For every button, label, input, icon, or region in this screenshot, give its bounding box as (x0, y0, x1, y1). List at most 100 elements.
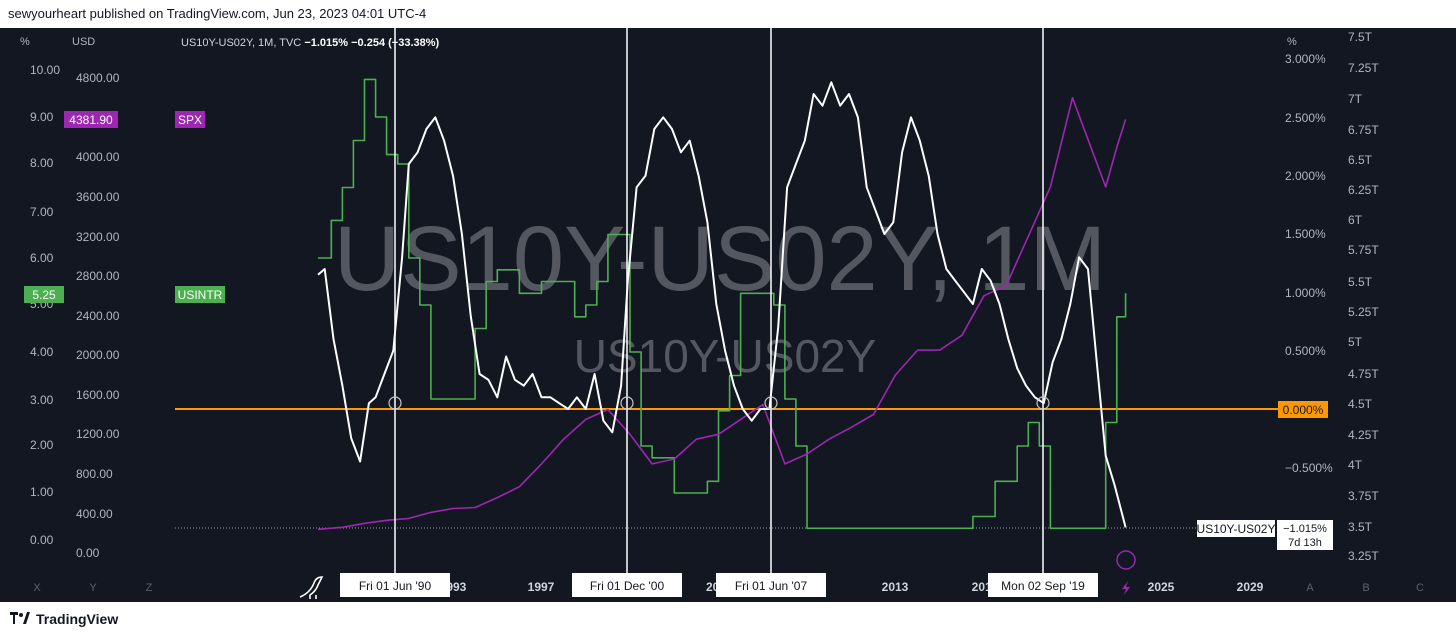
series-line-us10y-us02y (317, 81, 1127, 528)
right-pct-tick: 1.000% (1285, 286, 1326, 300)
published-by-header: sewyourheart published on TradingView.co… (0, 0, 1456, 28)
left-usd-tick: 2000.00 (76, 348, 120, 362)
left-rate-tick: 3.00 (30, 393, 54, 407)
axis-button-b[interactable]: B (1362, 582, 1369, 594)
usintr-label-badge: USINTR (178, 288, 223, 302)
axis-button-x[interactable]: X (33, 582, 41, 594)
axis-button-c[interactable]: C (1416, 582, 1424, 594)
left-rate-tick: 1.00 (30, 485, 54, 499)
far-right-tick: 4T (1348, 458, 1363, 472)
right-pct-tick: 2.000% (1285, 169, 1326, 183)
tradingview-logo-icon[interactable] (10, 611, 30, 627)
left-rate-tick: 10.00 (30, 63, 60, 77)
date-label: Mon 02 Sep '19 (1001, 579, 1085, 593)
left-rate-tick: 2.00 (30, 438, 54, 452)
left-usd-tick: 3200.00 (76, 230, 120, 244)
usintr-value-badge-box (24, 286, 64, 303)
far-right-tick: 6T (1348, 213, 1363, 227)
date-label-box (988, 573, 1098, 597)
last-symbol-badge-box (1197, 520, 1275, 537)
series-line-spx (317, 97, 1127, 531)
left-usd-tick: 4800.00 (76, 71, 120, 85)
far-right-tick: 3.75T (1348, 489, 1379, 503)
spx-value-badge: 4381.90 (69, 113, 113, 127)
left-usd-tick: 400.00 (76, 507, 113, 521)
right-pct-tick: 0.500% (1285, 344, 1326, 358)
far-right-tick: 4.5T (1348, 397, 1373, 411)
far-right-tick: 7.5T (1348, 30, 1373, 44)
left-usd-tick: 1600.00 (76, 388, 120, 402)
dinosaur-icon (299, 576, 324, 599)
lightning-bolt-icon (1122, 581, 1130, 595)
far-right-tick: 5.25T (1348, 305, 1379, 319)
far-right-tick: 5.5T (1348, 275, 1373, 289)
axis-button-y[interactable]: Y (89, 582, 97, 594)
spx-label-badge: SPX (178, 113, 202, 127)
watermark-large: US10Y-US02Y, 1M (334, 208, 1106, 310)
left-rate-unit: % (20, 36, 30, 48)
far-right-tick: 3.5T (1348, 520, 1373, 534)
far-right-tick: 5.75T (1348, 243, 1379, 257)
right-pct-tick: −0.500% (1285, 461, 1333, 475)
zero-badge-box (1278, 401, 1328, 418)
left-rate-tick: 0.00 (30, 533, 54, 547)
left-rate-tick: 6.00 (30, 251, 54, 265)
usintr-label-badge-box (175, 286, 225, 303)
watermark-small: US10Y-US02Y (574, 330, 877, 382)
left-usd-tick: 1200.00 (76, 427, 120, 441)
far-right-tick: 3.25T (1348, 549, 1379, 563)
left-usd-tick: 0.00 (76, 546, 100, 560)
right-pct-tick: 3.000% (1285, 52, 1326, 66)
date-label-box (716, 573, 826, 597)
axis-button-a[interactable]: A (1306, 582, 1314, 594)
far-right-tick: 5T (1348, 335, 1363, 349)
spx-label-badge-box (175, 111, 205, 128)
right-pct-tick: 2.500% (1285, 111, 1326, 125)
last-countdown-text: 7d 13h (1288, 537, 1322, 549)
far-right-tick: 6.75T (1348, 123, 1379, 137)
far-right-tick: 6.5T (1348, 153, 1373, 167)
x-tick: 2029 (1237, 580, 1264, 594)
far-right-tick: 6.25T (1348, 183, 1379, 197)
date-label-box (572, 573, 682, 597)
footer-brand: TradingView (36, 611, 119, 627)
left-rate-tick: 7.00 (30, 205, 54, 219)
date-label: Fri 01 Dec '00 (590, 579, 665, 593)
axis-button-z[interactable]: Z (146, 582, 153, 594)
x-tick: 2025 (1148, 580, 1175, 594)
right-pct-unit: % (1287, 36, 1297, 48)
crossing-marker (764, 396, 778, 410)
crossing-marker (620, 396, 634, 410)
chart[interactable]: US10Y-US02Y, 1M US10Y-US02Y% USD 10.00 9.00 8… (0, 28, 1456, 602)
lightning-icon (1116, 550, 1136, 570)
date-label-box (340, 573, 450, 597)
left-usd-tick: 3600.00 (76, 190, 120, 204)
far-right-tick: 4.25T (1348, 428, 1379, 442)
crossing-marker (1036, 396, 1050, 410)
left-usd-tick: 800.00 (76, 467, 113, 481)
zero-badge: 0.000% (1283, 403, 1324, 417)
last-value-box (1277, 520, 1333, 550)
right-pct-tick: 1.500% (1285, 227, 1326, 241)
left-usd-unit: USD (72, 36, 95, 48)
left-usd-tick: 4000.00 (76, 150, 120, 164)
last-value-text: −1.015% (1283, 523, 1327, 535)
footer: TradingView (0, 602, 1456, 636)
last-symbol-badge: US10Y-US02Y (1197, 522, 1276, 536)
left-rate-tick: 8.00 (30, 156, 54, 170)
far-right-tick: 7T (1348, 92, 1363, 106)
far-right-tick: 4.75T (1348, 367, 1379, 381)
far-right-tick: 7.25T (1348, 61, 1379, 75)
date-label: Fri 01 Jun '07 (735, 579, 808, 593)
series-line-usintr (318, 78, 1127, 530)
x-tick: 2013 (882, 580, 909, 594)
crossing-marker (388, 396, 402, 410)
left-usd-tick: 2800.00 (76, 269, 120, 283)
usintr-value-badge: 5.25 (32, 288, 56, 302)
x-tick: 1997 (528, 580, 555, 594)
legend-line: US10Y-US02Y, 1M, TVC −1.015% −0.254 (−33… (181, 37, 440, 49)
left-rate-tick: 9.00 (30, 110, 54, 124)
left-rate-tick: 4.00 (30, 345, 54, 359)
spx-value-badge-box (64, 111, 118, 128)
date-label: Fri 01 Jun '90 (359, 579, 432, 593)
